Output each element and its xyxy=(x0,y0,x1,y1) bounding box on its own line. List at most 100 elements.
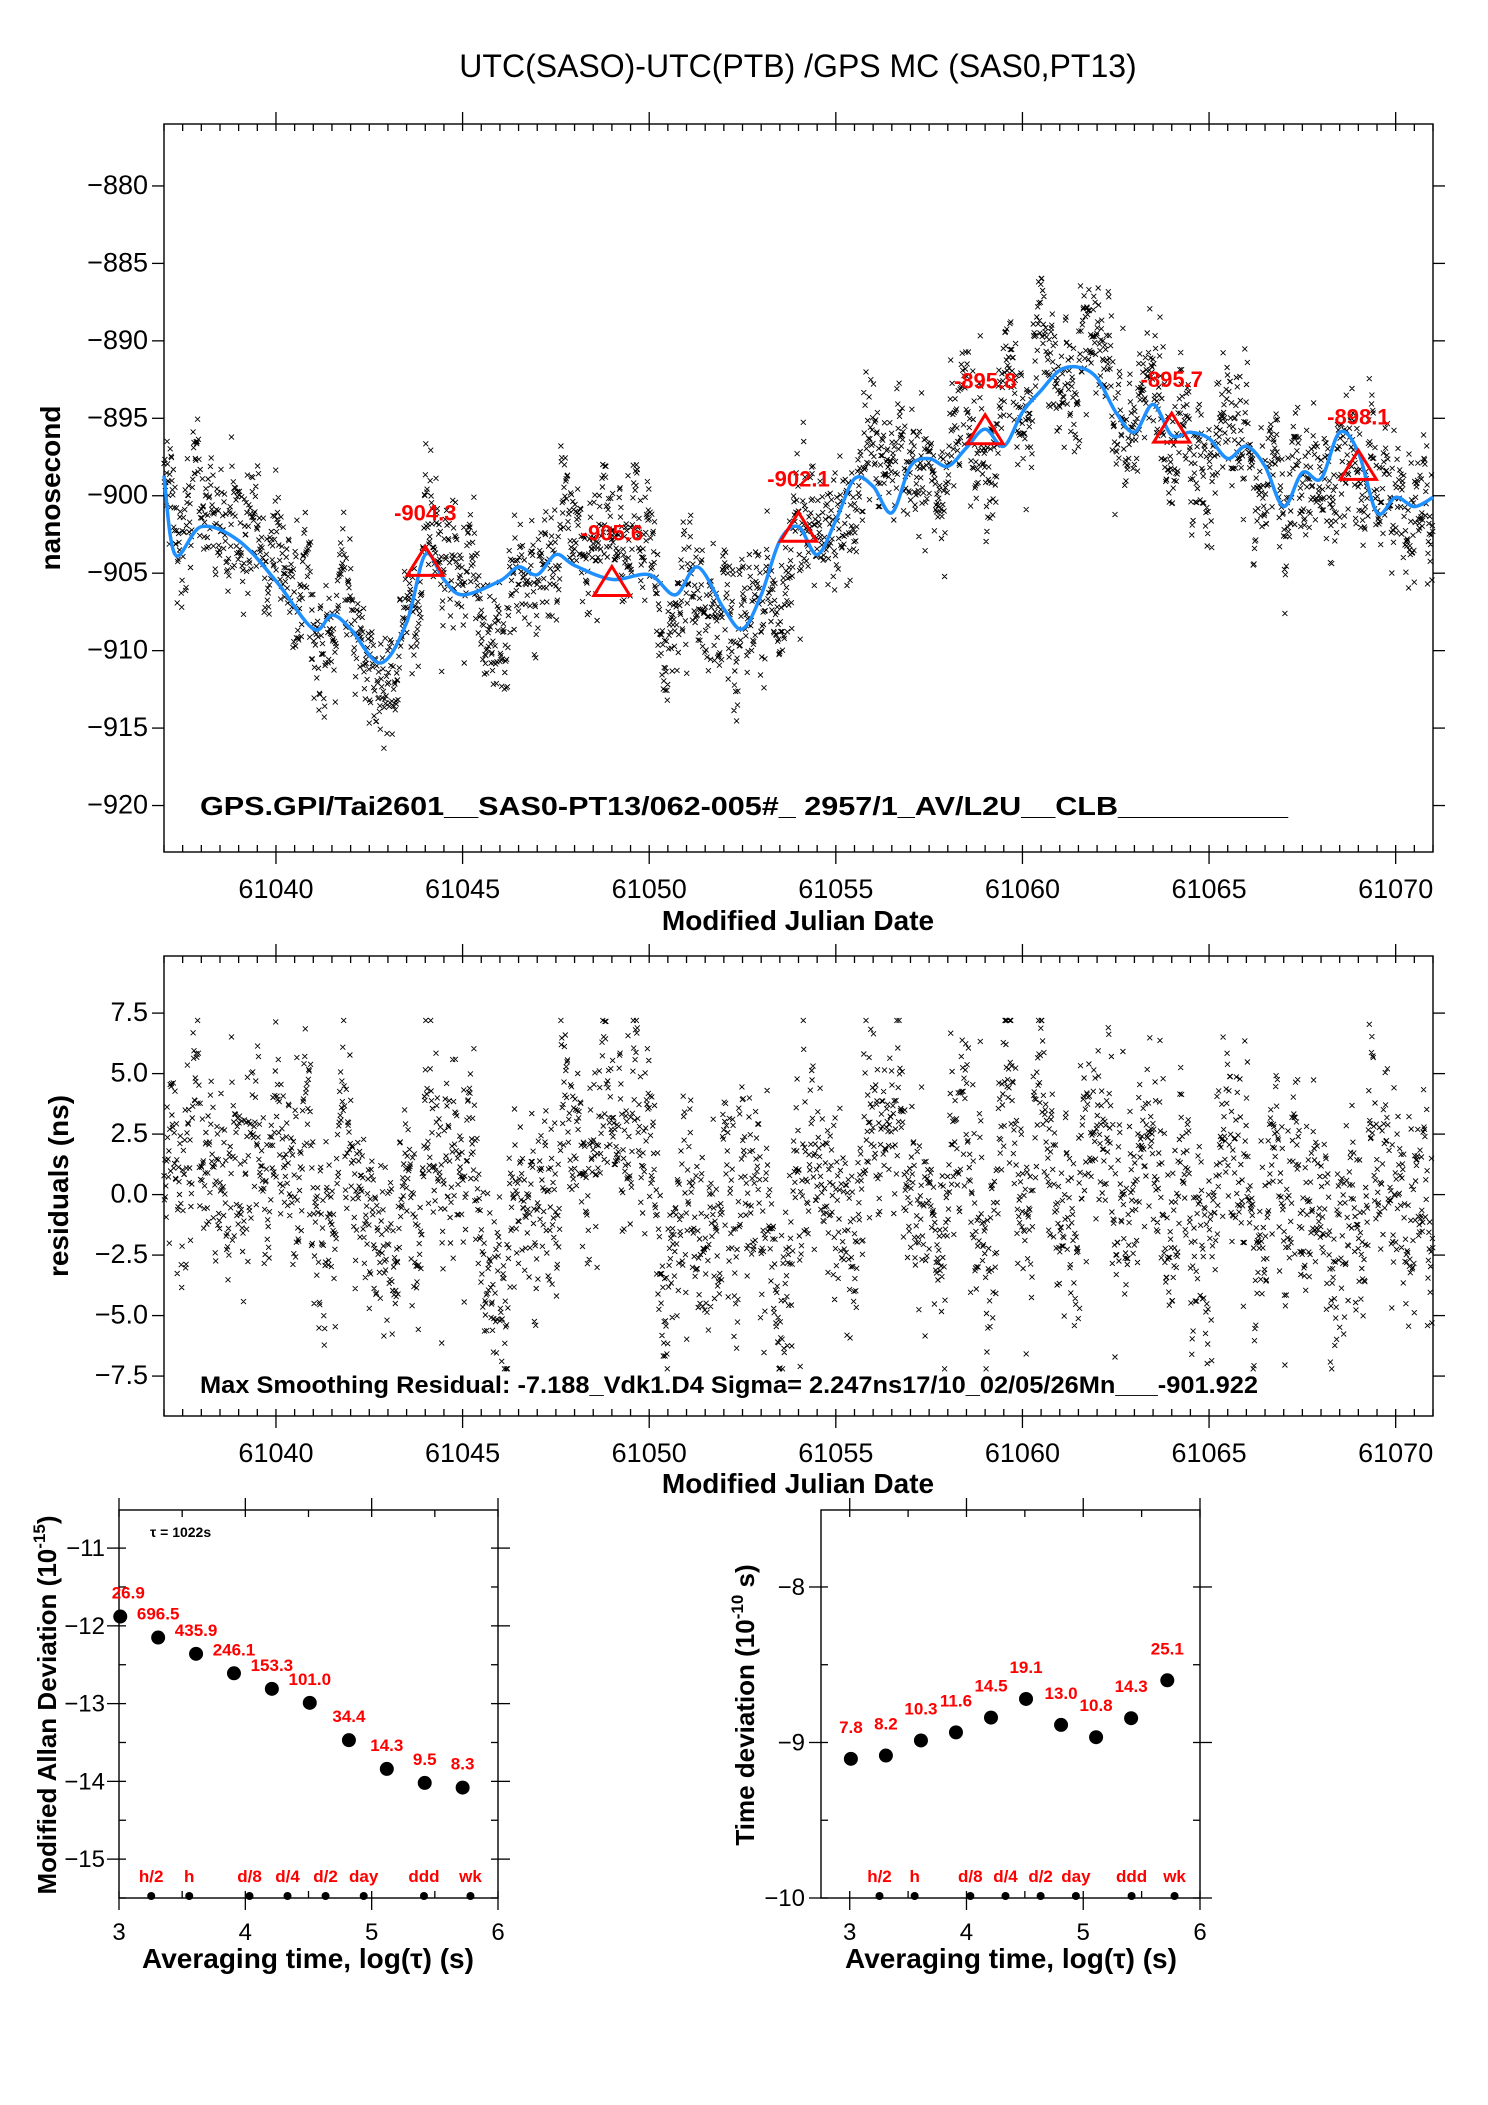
x-tick-label: 4 xyxy=(239,1919,252,1946)
plot-frame xyxy=(820,1509,1201,1899)
x-tick-label: 6 xyxy=(1193,1919,1206,1946)
y-tick-label: −905 xyxy=(87,557,148,587)
time-series-annotation: GPS.GPI/Tai2601__SAS0-PT13/062-005#_ 295… xyxy=(200,791,1289,821)
daily-mean-label: -904.3 xyxy=(394,500,456,525)
time-marker-dot xyxy=(466,1892,475,1900)
time-marker-dot xyxy=(910,1892,919,1900)
deviation-point xyxy=(1019,1691,1034,1706)
y-tick-label: −900 xyxy=(87,480,148,510)
time-series-xlabel: Modified Julian Date xyxy=(662,905,934,936)
x-tick-label: 6 xyxy=(491,1919,504,1946)
deviation-point xyxy=(878,1748,893,1763)
deviation-point xyxy=(1054,1717,1069,1732)
y-tick-label: −12 xyxy=(64,1613,105,1640)
chart-title: UTC(SASO)-UTC(PTB) /GPS MC (SAS0,PT13) xyxy=(459,48,1136,84)
point-count-label: 14.5 xyxy=(974,1677,1007,1696)
x-tick-label: 61040 xyxy=(238,1438,313,1468)
smooth-curve xyxy=(162,364,1434,665)
x-tick-label: 61060 xyxy=(985,1438,1060,1468)
deviation-point xyxy=(151,1630,166,1645)
y-tick-label: −14 xyxy=(64,1768,105,1795)
point-count-label: 246.1 xyxy=(213,1640,256,1659)
daily-mean-label: -905.6 xyxy=(581,520,643,545)
point-count-label: 14.3 xyxy=(370,1736,403,1755)
time-marker-label: ddd xyxy=(1116,1867,1147,1886)
time-marker-label: d/4 xyxy=(275,1867,300,1886)
residuals-ylabel: residuals (ns) xyxy=(43,1095,74,1277)
deviation-point xyxy=(1089,1730,1104,1745)
point-count-label: 153.3 xyxy=(251,1656,294,1675)
x-tick-label: 61060 xyxy=(985,874,1060,904)
point-count-label: 34.4 xyxy=(332,1707,366,1726)
measurement-points xyxy=(161,275,1436,752)
deviation-point xyxy=(341,1733,356,1748)
x-tick-label: 61045 xyxy=(425,1438,500,1468)
point-count-label: 25.1 xyxy=(1151,1639,1184,1658)
time-marker-label: h/2 xyxy=(139,1867,164,1886)
x-tick-label: 61070 xyxy=(1358,874,1433,904)
time-marker-label: d/8 xyxy=(237,1867,262,1886)
y-tick-label: −10 xyxy=(764,1885,805,1912)
x-tick-label: 61045 xyxy=(425,874,500,904)
mdev-ylabel-main: Modified Allan Deviation (10 xyxy=(32,1549,62,1895)
time-marker-label: h/2 xyxy=(867,1867,892,1886)
daily-mean-triangle xyxy=(964,411,1006,446)
y-tick-label: −13 xyxy=(64,1691,105,1718)
time-marker-dot xyxy=(419,1892,428,1900)
deviation-point xyxy=(1160,1673,1175,1688)
deviation-point xyxy=(189,1646,204,1661)
x-tick-label: 61050 xyxy=(612,874,687,904)
point-count-label: 7.8 xyxy=(839,1718,863,1737)
point-count-label: 8.2 xyxy=(874,1715,898,1734)
x-tick-label: 61065 xyxy=(1172,874,1247,904)
daily-mean-triangle xyxy=(591,563,633,597)
daily-mean-label: -898.1 xyxy=(1327,404,1389,429)
y-tick-label: −9 xyxy=(778,1729,805,1756)
time-marker-label: day xyxy=(1061,1867,1091,1886)
point-count-label: 19.1 xyxy=(1009,1658,1042,1677)
time-marker-dot xyxy=(185,1892,194,1900)
deviation-point xyxy=(379,1761,394,1776)
tdev-panel: 3 4 5 6 −8 −9 −10 7.8 8.2 10.3 11.614.519.113.010.… xyxy=(764,1498,1212,1946)
x-tick-label: 5 xyxy=(365,1919,378,1946)
deviation-point xyxy=(984,1710,999,1725)
point-count-label: 10.8 xyxy=(1080,1696,1113,1715)
y-tick-label: −920 xyxy=(87,790,148,820)
y-tick-label: −15 xyxy=(64,1846,105,1873)
tdev-ylabel: Time deviation (10-10 s) xyxy=(728,1564,760,1845)
time-marker-dot xyxy=(321,1892,330,1900)
y-tick-label: −880 xyxy=(87,170,148,200)
y-tick-label: −8 xyxy=(778,1574,805,1601)
mdev-ylabel-sup: -15 xyxy=(30,1524,49,1549)
x-tick-label: 61070 xyxy=(1358,1438,1433,1468)
time-marker-dot xyxy=(283,1892,292,1900)
y-tick-label: −915 xyxy=(87,712,148,742)
x-tick-label: 61040 xyxy=(238,874,313,904)
deviation-point xyxy=(113,1609,128,1624)
time-marker-label: day xyxy=(349,1867,379,1886)
point-count-label: 13.0 xyxy=(1045,1684,1078,1703)
deviation-point xyxy=(417,1775,432,1790)
y-tick-label: −2.5 xyxy=(95,1239,148,1269)
x-tick-label: 4 xyxy=(960,1919,973,1946)
y-tick-label: −5.0 xyxy=(95,1300,148,1330)
time-marker-label: d/8 xyxy=(958,1867,983,1886)
time-marker-dot xyxy=(147,1892,156,1900)
daily-mean-label: -895.7 xyxy=(1141,367,1203,392)
y-tick-label: 0.0 xyxy=(110,1179,148,1209)
point-count-label: 9.5 xyxy=(413,1750,437,1769)
time-marker-label: h xyxy=(909,1867,919,1886)
point-count-label: 14.3 xyxy=(1115,1677,1148,1696)
time-marker-label: ddd xyxy=(408,1867,439,1886)
x-tick-label: 61055 xyxy=(798,1438,873,1468)
tdev-ylabel-end: s) xyxy=(730,1564,760,1594)
deviation-point xyxy=(264,1681,279,1696)
time-marker-dot xyxy=(1170,1892,1179,1900)
deviation-point xyxy=(1124,1711,1139,1726)
daily-mean-label: -895.8 xyxy=(954,369,1016,394)
time-marker-dot xyxy=(875,1892,884,1900)
time-series-ylabel: nanosecond xyxy=(35,406,66,571)
deviation-point xyxy=(455,1780,470,1795)
